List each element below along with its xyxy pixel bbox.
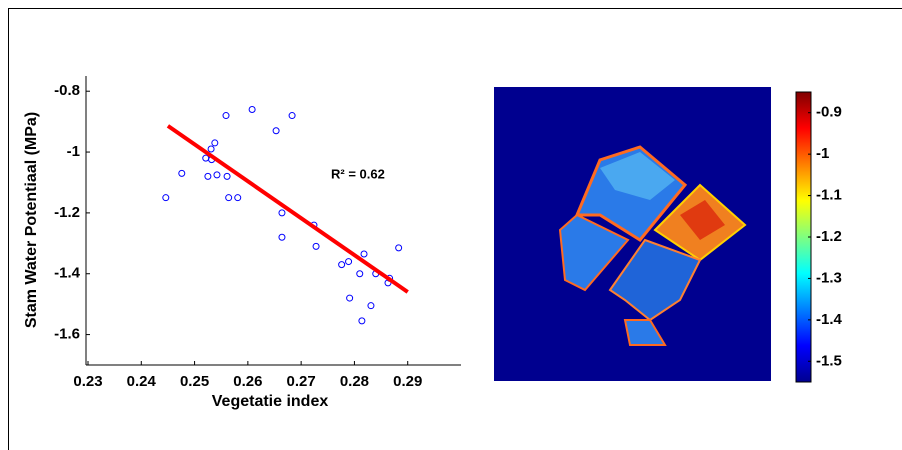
annotation: R² = 0.62: [331, 166, 385, 181]
x-label: Vegetatie index: [212, 393, 329, 410]
colorbar-tick-label: -1.4: [816, 311, 843, 328]
colorbar-tick-label: -0.9: [816, 104, 842, 121]
y-tick-label: -1.2: [54, 204, 80, 221]
x-tick-label: 0.27: [287, 373, 316, 390]
x-tick-label: 0.25: [180, 373, 209, 390]
colorbar-tick-label: -1.3: [816, 269, 842, 286]
y-label: Stam Water Potentiaal (MPa): [23, 112, 40, 328]
x-tick-label: 0.23: [73, 373, 102, 390]
figure: Vegetatie index Stam Water Potentiaal (M…: [0, 0, 902, 450]
heatmap-image: [494, 87, 771, 381]
x-tick-label: 0.28: [340, 373, 369, 390]
y-tick-label: -1.6: [54, 326, 80, 343]
colorbar-tick-label: -1: [816, 145, 829, 162]
x-tick-label: 0.29: [393, 373, 422, 390]
x-tick-label: 0.26: [233, 373, 262, 390]
colorbar-tick-label: -1.2: [816, 228, 842, 245]
colorbar-tick-label: -1.1: [816, 187, 842, 204]
y-tick-label: -1: [67, 143, 80, 160]
plot-area: [86, 76, 461, 365]
colorbar-tick-label: -1.5: [816, 352, 842, 369]
y-tick-label: -1.4: [54, 265, 81, 282]
y-tick-label: -0.8: [54, 82, 80, 99]
x-tick-label: 0.24: [127, 373, 157, 390]
